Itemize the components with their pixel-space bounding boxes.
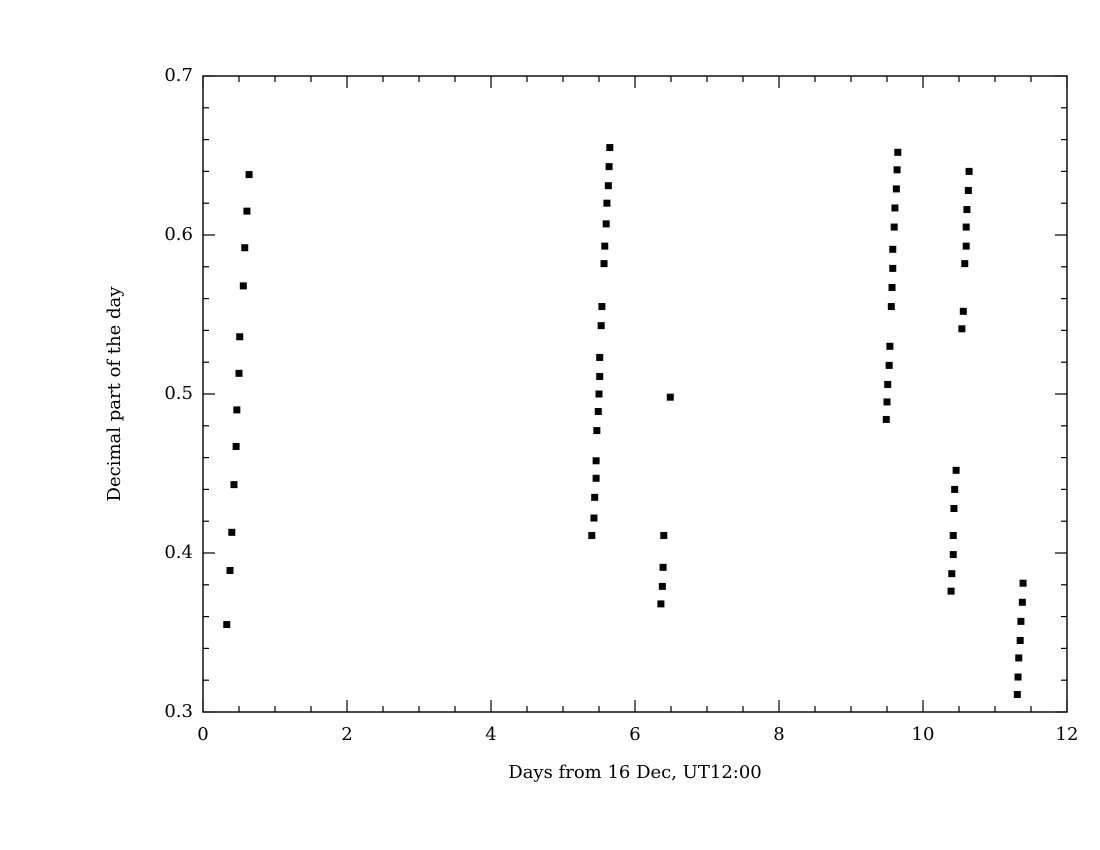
point [228,528,236,536]
point [233,406,241,414]
y-tick-label: 0.6 [164,224,193,245]
point [606,144,614,152]
point [659,563,667,571]
x-tick-label: 4 [485,724,496,745]
point [886,342,894,350]
point [885,361,893,369]
point [666,393,674,401]
point [1013,691,1021,699]
y-tick-label: 0.7 [164,65,193,86]
point [601,242,609,250]
point [948,570,956,578]
point [958,325,966,333]
x-tick-label: 0 [197,724,208,745]
point [593,427,601,435]
point [245,171,253,179]
point [230,481,238,489]
point [597,322,605,330]
point [962,223,970,231]
y-tick-label: 0.5 [164,383,193,404]
point [243,207,251,215]
point [592,457,600,465]
point [226,566,234,574]
point [1014,673,1022,681]
point [660,532,668,540]
point [596,373,604,381]
point [962,242,970,250]
y-tick-label: 0.3 [164,701,193,722]
point [884,380,892,388]
point [590,514,598,522]
point [893,166,901,174]
y-axis-title: Decimal part of the day [104,286,125,502]
point [604,182,612,190]
point [952,466,960,474]
x-tick-label: 12 [1056,724,1079,745]
point [1016,636,1024,644]
point [963,206,971,214]
y-tick-label: 0.4 [164,542,193,563]
point [959,307,967,315]
point [949,551,957,559]
point [232,442,240,450]
point [947,587,955,595]
x-tick-label: 6 [629,724,640,745]
point [961,260,969,268]
x-axis-title: Days from 16 Dec, UT12:00 [508,762,761,783]
point [236,333,244,341]
point [951,485,959,493]
point [950,504,958,512]
x-tick-label: 8 [773,724,784,745]
point [964,186,972,194]
point [882,415,890,423]
point [602,220,610,228]
point [891,204,899,212]
point [595,390,603,398]
point [1018,598,1026,606]
point [892,185,900,193]
point [1015,654,1023,662]
point [605,163,613,171]
plot-frame [202,75,1068,713]
point [235,369,243,377]
point [888,283,896,291]
point [894,148,902,156]
point [887,303,895,311]
point [965,167,973,175]
point [889,245,897,253]
point [889,264,897,272]
point [592,474,600,482]
point [890,223,898,231]
point [598,303,606,311]
point [657,600,665,608]
point [591,493,599,501]
point [596,353,604,361]
point [1019,579,1027,587]
point [949,532,957,540]
x-tick-label: 10 [912,724,935,745]
point [658,582,666,590]
x-tick-label: 2 [341,724,352,745]
point [239,282,247,290]
point [594,407,602,415]
point [603,199,611,207]
point [1017,617,1025,625]
point [223,621,231,629]
point [883,398,891,406]
point [600,260,608,268]
point [241,244,249,252]
point [588,532,596,540]
